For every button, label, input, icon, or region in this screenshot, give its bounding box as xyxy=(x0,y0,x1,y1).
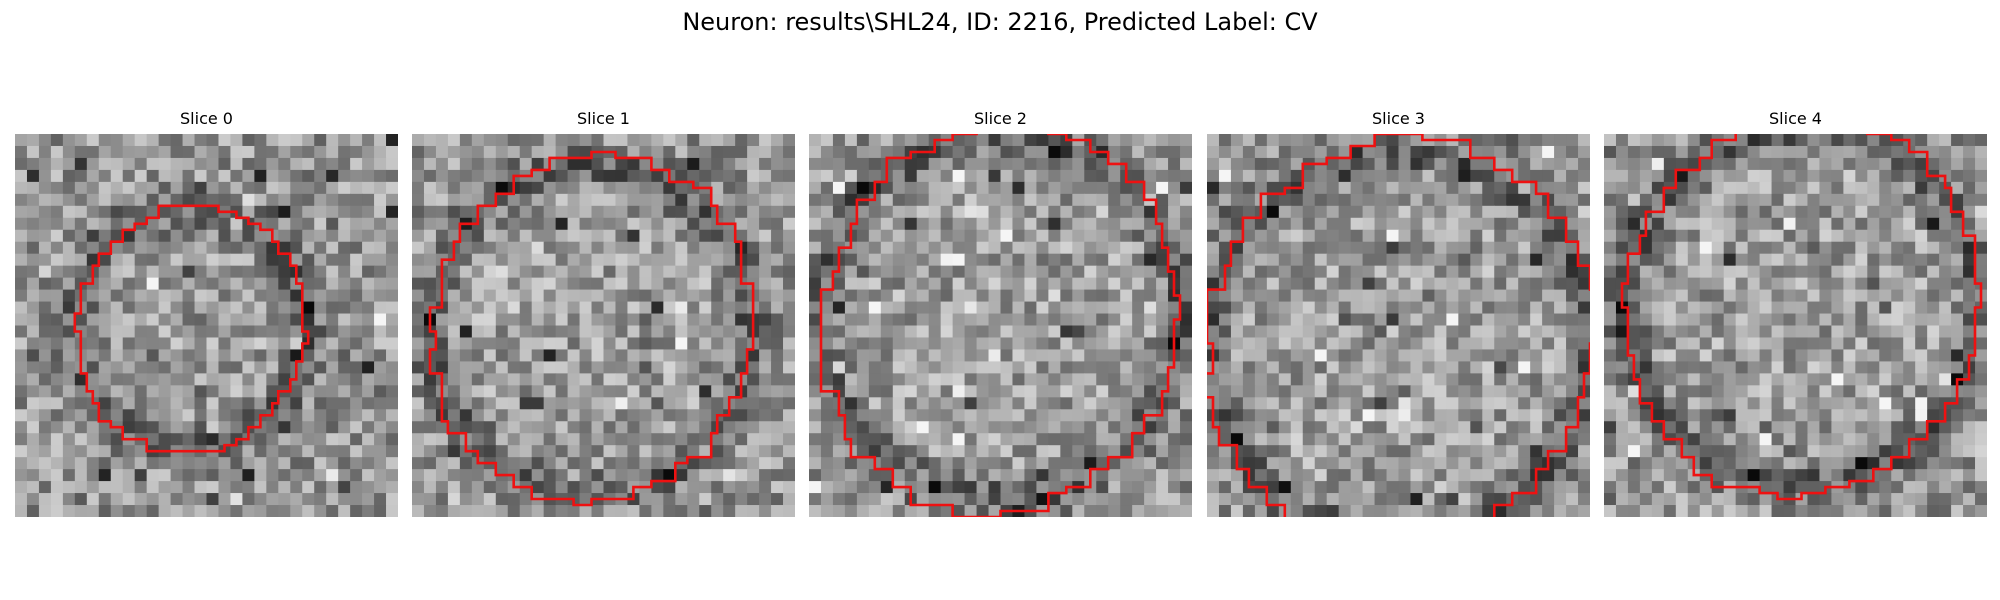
figure-title: Neuron: results\SHL24, ID: 2216, Predict… xyxy=(682,8,1318,36)
slice-image-3 xyxy=(1207,134,1590,517)
slice-panel-3: Slice 3 xyxy=(1207,108,1590,525)
slice-panel-0: Slice 0 xyxy=(15,108,398,525)
slice-image-0 xyxy=(15,134,398,517)
slice-title-3: Slice 3 xyxy=(1372,109,1425,128)
slice-panel-4: Slice 4 xyxy=(1604,108,1987,525)
segmentation-contour xyxy=(1207,134,1590,517)
slice-image-4 xyxy=(1604,134,1987,517)
pixel-grid xyxy=(15,134,398,517)
pixel-grid xyxy=(1207,134,1590,517)
slice-title-1: Slice 1 xyxy=(577,109,630,128)
slice-title-4: Slice 4 xyxy=(1769,109,1822,128)
slice-panel-1: Slice 1 xyxy=(412,108,795,525)
pixel-grid xyxy=(412,134,795,517)
segmentation-contour xyxy=(428,150,755,507)
segmentation-contour xyxy=(73,204,310,453)
segmentation-contour xyxy=(1620,134,1983,501)
segmentation-contour xyxy=(819,134,1182,517)
slice-title-2: Slice 2 xyxy=(974,109,1027,128)
pixel-grid xyxy=(1604,134,1987,517)
slice-image-2 xyxy=(809,134,1192,517)
pixel-grid xyxy=(809,134,1192,517)
slice-panel-2: Slice 2 xyxy=(809,108,1192,525)
slice-image-1 xyxy=(412,134,795,517)
slice-title-0: Slice 0 xyxy=(180,109,233,128)
